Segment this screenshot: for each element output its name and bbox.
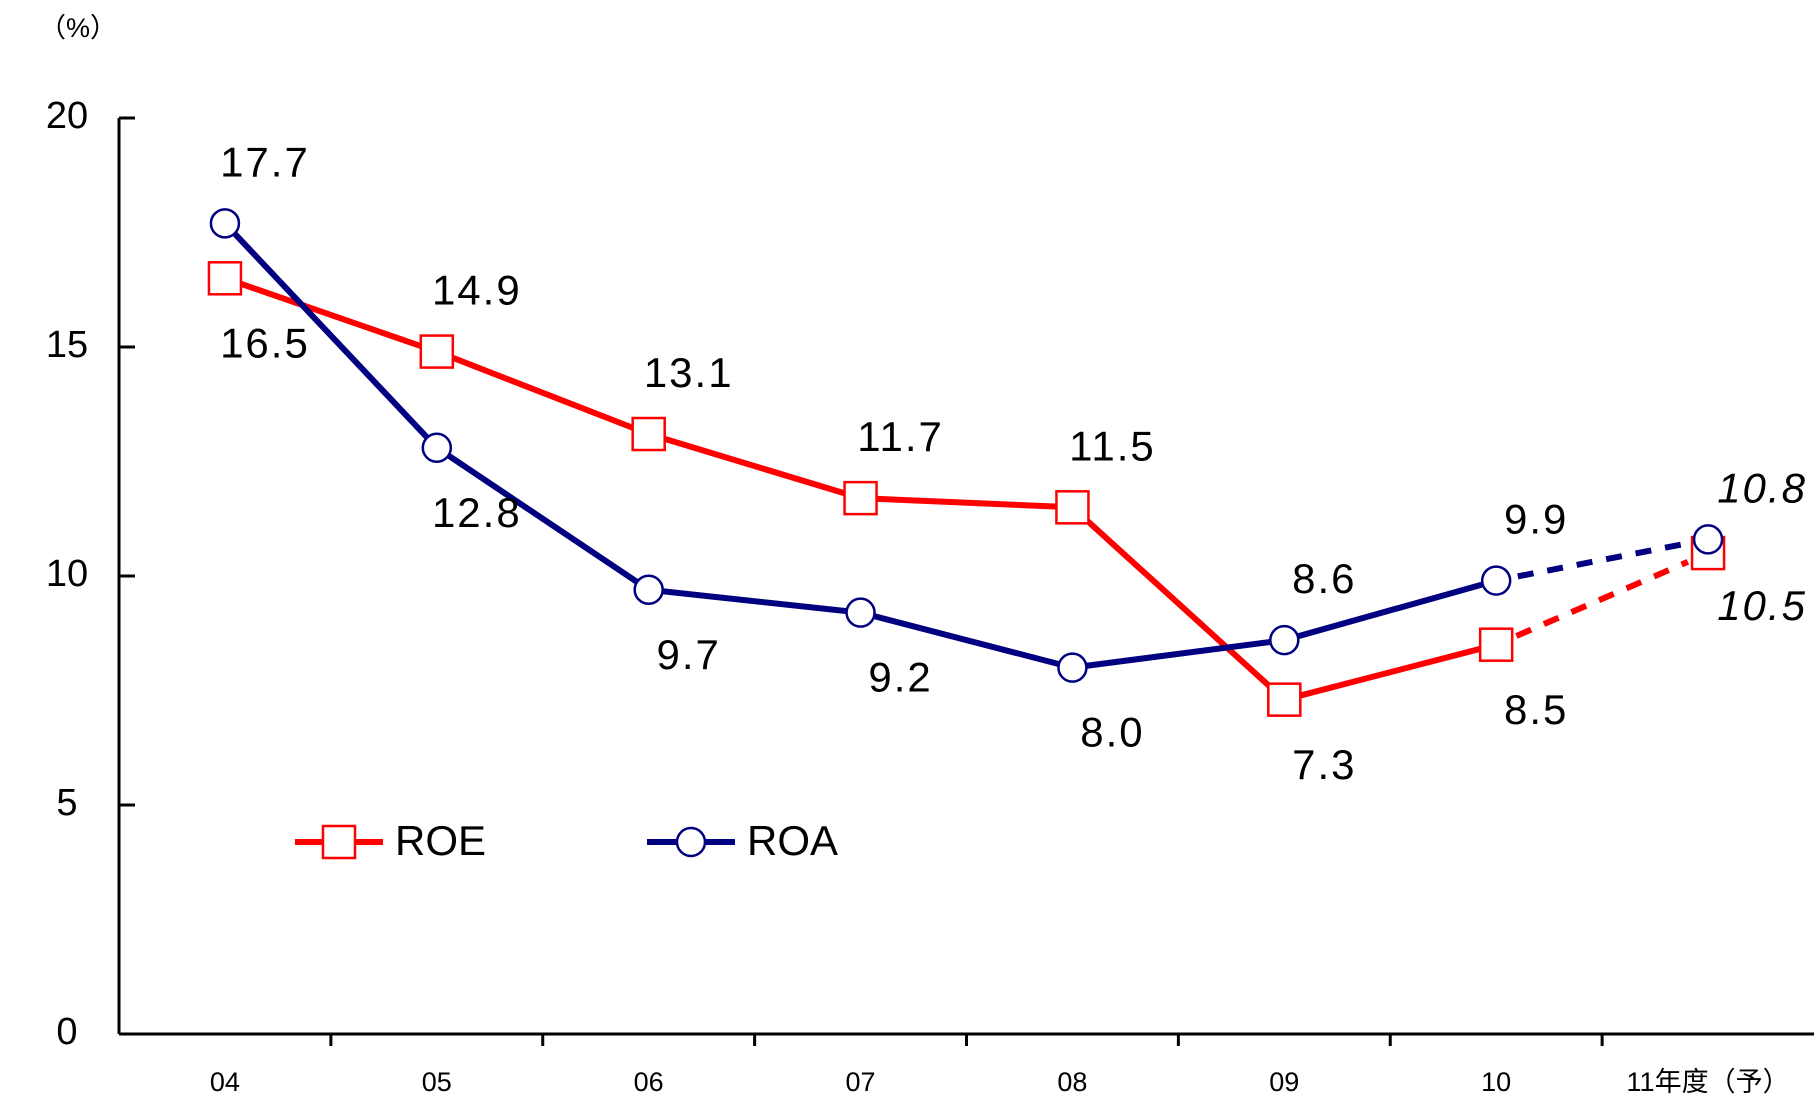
x-tick-label: 06	[634, 1067, 664, 1097]
marker	[633, 574, 664, 605]
y-tick-label: 10	[46, 553, 88, 595]
marker	[1478, 627, 1514, 662]
x-tick-label: 05	[422, 1067, 452, 1097]
marker	[1269, 624, 1300, 656]
marker	[419, 334, 455, 369]
data-label: 9.2	[868, 654, 932, 701]
x-tick-label: 10	[1481, 1067, 1511, 1097]
x-tick-label: 11年度（予）	[1627, 1067, 1790, 1097]
data-label: 17.7	[220, 138, 310, 185]
y-tick-label: 0	[56, 1011, 77, 1053]
legend-marker	[675, 826, 707, 858]
data-label: 13.1	[644, 349, 734, 396]
legend-marker	[321, 824, 357, 860]
marker	[1692, 524, 1724, 555]
data-label: 10.8	[1717, 464, 1807, 511]
marker	[845, 597, 876, 628]
data-label: 11.5	[1069, 422, 1156, 469]
data-label: 8.6	[1292, 555, 1356, 602]
data-label: 7.3	[1292, 741, 1356, 788]
marker	[209, 208, 241, 239]
y-unit-label: （%）	[39, 13, 117, 43]
marker	[207, 261, 243, 296]
data-label: 8.5	[1504, 686, 1568, 733]
data-label: 9.7	[656, 631, 720, 678]
data-label: 16.5	[220, 319, 310, 366]
legend-label: ROE	[395, 817, 486, 864]
forecast-line	[1515, 559, 1690, 639]
marker	[1057, 652, 1088, 683]
marker	[1480, 565, 1512, 596]
data-label: 14.9	[432, 267, 522, 314]
marker	[1267, 682, 1302, 717]
data-label: 8.0	[1080, 709, 1144, 756]
marker	[843, 480, 878, 516]
x-tick-label: 04	[210, 1067, 240, 1097]
x-tick-label: 09	[1269, 1067, 1299, 1097]
y-tick-label: 5	[56, 782, 77, 824]
y-tick-label: 15	[46, 324, 88, 366]
data-label: 9.9	[1504, 496, 1568, 543]
y-tick-label: 20	[46, 95, 88, 137]
marker	[421, 432, 453, 464]
data-label: 11.7	[857, 413, 944, 460]
marker	[1055, 490, 1090, 525]
legend-label: ROA	[747, 817, 838, 864]
data-label: 12.8	[432, 489, 522, 536]
x-tick-label: 08	[1057, 1067, 1087, 1097]
marker	[631, 416, 666, 452]
data-label: 10.5	[1717, 582, 1807, 629]
x-tick-label: 07	[846, 1067, 876, 1097]
